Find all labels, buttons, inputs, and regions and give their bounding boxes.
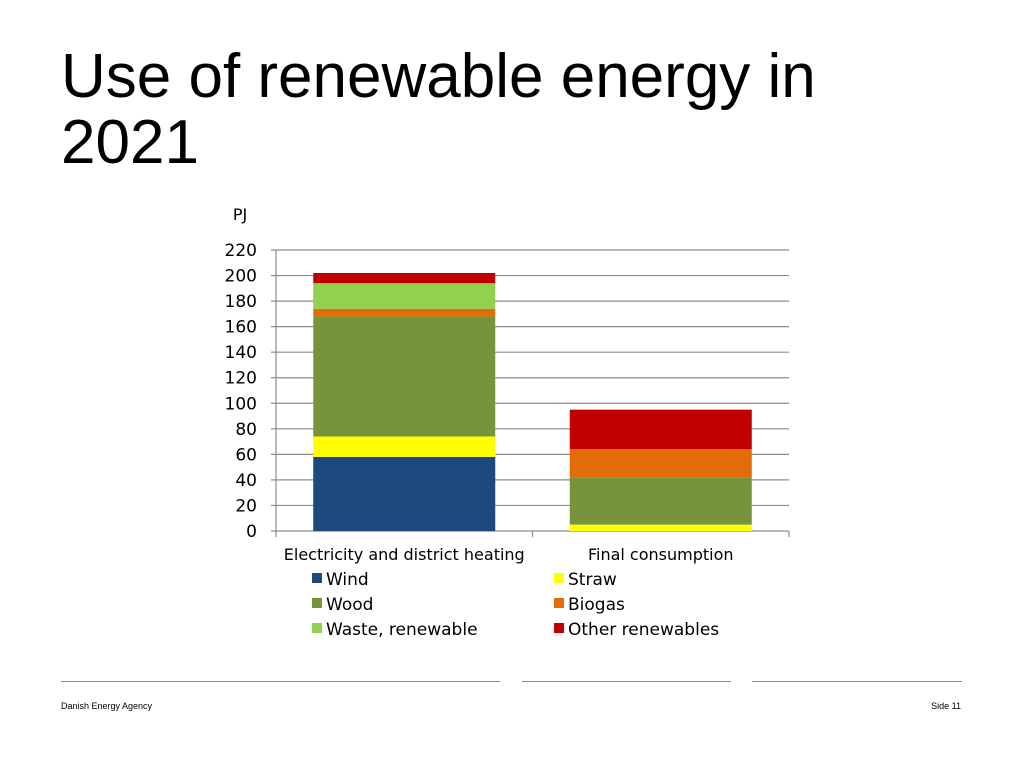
y-tick-label-0: 0	[246, 522, 257, 542]
footer-divider-right	[752, 681, 962, 682]
bar-final-consumption-biogas	[569, 449, 752, 478]
footer-divider-middle	[522, 681, 731, 682]
bar-electricity-and-district-heating-other-renewables	[313, 272, 496, 284]
legend-label-straw: Straw	[568, 570, 617, 590]
footer-organization: Danish Energy Agency	[61, 701, 153, 711]
bar-electricity-and-district-heating-waste-renewable	[313, 283, 496, 309]
legend-swatch-straw	[554, 573, 564, 583]
y-tick-label-60: 60	[235, 445, 257, 465]
slide-title: Use of renewable energy in 2021	[61, 42, 816, 177]
bar-final-consumption-straw	[569, 524, 752, 531]
y-tick-label-20: 20	[235, 496, 257, 516]
bar-electricity-and-district-heating-wind	[313, 456, 496, 531]
category-label-electricity-and-district-heating: Electricity and district heating	[284, 545, 525, 564]
legend-label-other-renewables: Other renewables	[568, 620, 719, 640]
legend-swatch-biogas	[554, 598, 564, 608]
category-label-final-consumption: Final consumption	[588, 545, 734, 564]
bar-final-consumption-other-renewables	[569, 409, 752, 450]
legend-label-wood: Wood	[326, 595, 373, 615]
bar-electricity-and-district-heating-wood	[313, 316, 496, 437]
footer-divider-left	[61, 681, 500, 682]
y-tick-label-80: 80	[235, 420, 257, 440]
y-tick-label-40: 40	[235, 471, 257, 491]
bar-final-consumption-wood	[569, 477, 752, 525]
y-tick-label-200: 200	[225, 267, 257, 287]
legend-swatch-other-renewables	[554, 623, 564, 633]
bar-electricity-and-district-heating-straw	[313, 436, 496, 457]
bar-electricity-and-district-heating-biogas	[313, 308, 496, 317]
y-tick-label-220: 220	[225, 241, 257, 261]
y-tick-label-140: 140	[225, 343, 257, 363]
y-tick-label-120: 120	[225, 369, 257, 389]
legend-swatch-wind	[312, 573, 322, 583]
legend-swatch-waste-renewable	[312, 623, 322, 633]
y-tick-label-160: 160	[225, 318, 257, 338]
y-axis-unit-label: PJ	[233, 205, 247, 224]
legend-swatch-wood	[312, 598, 322, 608]
legend-label-wind: Wind	[326, 570, 369, 590]
legend-label-waste-renewable: Waste, renewable	[326, 620, 478, 640]
footer-page-number: Side 11	[931, 701, 961, 711]
y-tick-label-100: 100	[225, 394, 257, 414]
legend-label-biogas: Biogas	[568, 595, 625, 615]
y-tick-label-180: 180	[225, 292, 257, 312]
